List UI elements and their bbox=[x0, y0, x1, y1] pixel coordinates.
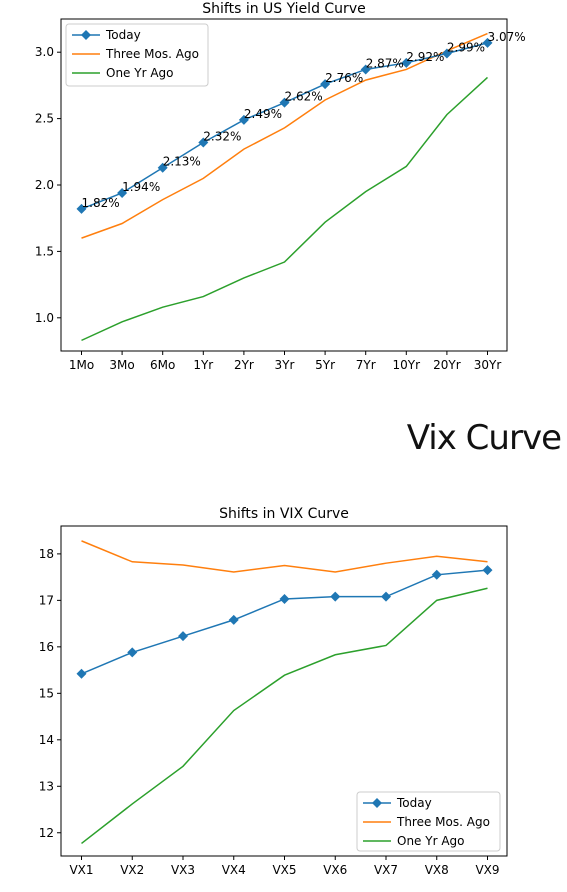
data-label: 3.07% bbox=[488, 30, 526, 44]
data-point bbox=[77, 669, 87, 679]
data-label: 2.87% bbox=[366, 56, 404, 70]
x-tick-label: 1Yr bbox=[193, 358, 213, 372]
data-point bbox=[483, 565, 493, 575]
y-tick-label: 2.0 bbox=[35, 178, 54, 192]
legend-label: Three Mos. Ago bbox=[105, 47, 199, 61]
legend-label: One Yr Ago bbox=[106, 66, 174, 80]
x-tick-label: 7Yr bbox=[356, 358, 376, 372]
legend-label: Three Mos. Ago bbox=[396, 815, 490, 829]
x-tick-label: VX5 bbox=[272, 863, 296, 877]
data-point bbox=[178, 631, 188, 641]
y-tick-label: 3.0 bbox=[35, 45, 54, 59]
y-tick-label: 15 bbox=[39, 686, 54, 700]
series-line-one-yr-ago bbox=[82, 77, 488, 340]
data-point bbox=[381, 592, 391, 602]
data-point bbox=[280, 594, 290, 604]
x-tick-label: VX6 bbox=[323, 863, 347, 877]
y-tick-label: 16 bbox=[39, 640, 54, 654]
x-tick-label: 1Mo bbox=[69, 358, 94, 372]
legend-label: Today bbox=[105, 28, 141, 42]
data-point bbox=[127, 647, 137, 657]
data-label: 1.82% bbox=[82, 196, 120, 210]
data-label: 2.76% bbox=[325, 71, 363, 85]
x-tick-label: VX1 bbox=[69, 863, 93, 877]
x-tick-label: VX7 bbox=[374, 863, 398, 877]
x-tick-label: 30Yr bbox=[474, 358, 502, 372]
x-tick-label: 3Yr bbox=[275, 358, 295, 372]
vix-curve-chart: Shifts in VIX Curve 12 13 14 15 16 17 18 VX1 VX2 V… bbox=[0, 495, 567, 892]
chart-title: Shifts in VIX Curve bbox=[219, 506, 349, 522]
data-point bbox=[330, 592, 340, 602]
y-tick-label: 12 bbox=[39, 826, 54, 840]
y-tick-label: 14 bbox=[39, 733, 54, 747]
y-tick-label: 1.5 bbox=[35, 244, 54, 258]
legend-label: One Yr Ago bbox=[397, 834, 465, 848]
x-tick-label: 2Yr bbox=[234, 358, 254, 372]
y-tick-label: 2.5 bbox=[35, 112, 54, 126]
vix-curve-heading: Vix Curve bbox=[407, 418, 561, 458]
data-label: 2.92% bbox=[406, 50, 444, 64]
data-label: 2.99% bbox=[447, 41, 485, 55]
x-tick-label: VX2 bbox=[120, 863, 144, 877]
x-tick-label: 20Yr bbox=[433, 358, 461, 372]
x-tick-label: VX9 bbox=[475, 863, 499, 877]
x-tick-label: 5Yr bbox=[315, 358, 335, 372]
y-tick-label: 18 bbox=[39, 547, 54, 561]
series-line-three-mos-ago bbox=[82, 541, 488, 572]
data-label: 2.32% bbox=[203, 130, 241, 144]
data-point bbox=[229, 615, 239, 625]
y-tick-label: 1.0 bbox=[35, 311, 54, 325]
series-line-today bbox=[82, 570, 488, 674]
data-label: 1.94% bbox=[122, 180, 160, 194]
x-tick-label: 3Mo bbox=[109, 358, 134, 372]
x-tick-label: VX4 bbox=[222, 863, 246, 877]
y-tick-label: 17 bbox=[39, 593, 54, 607]
yield-curve-chart: Shifts in US Yield Curve 1.0 1.5 2.0 2.5 3.0 1… bbox=[0, 0, 567, 380]
x-tick-label: VX8 bbox=[425, 863, 449, 877]
data-label: 2.62% bbox=[285, 90, 323, 104]
data-label: 2.13% bbox=[163, 155, 201, 169]
data-label: 2.49% bbox=[244, 107, 282, 121]
x-tick-label: 6Mo bbox=[150, 358, 175, 372]
legend-label: Today bbox=[396, 796, 432, 810]
x-tick-label: VX3 bbox=[171, 863, 195, 877]
data-point bbox=[432, 570, 442, 580]
y-tick-label: 13 bbox=[39, 779, 54, 793]
chart-title: Shifts in US Yield Curve bbox=[202, 1, 365, 17]
x-tick-label: 10Yr bbox=[393, 358, 421, 372]
